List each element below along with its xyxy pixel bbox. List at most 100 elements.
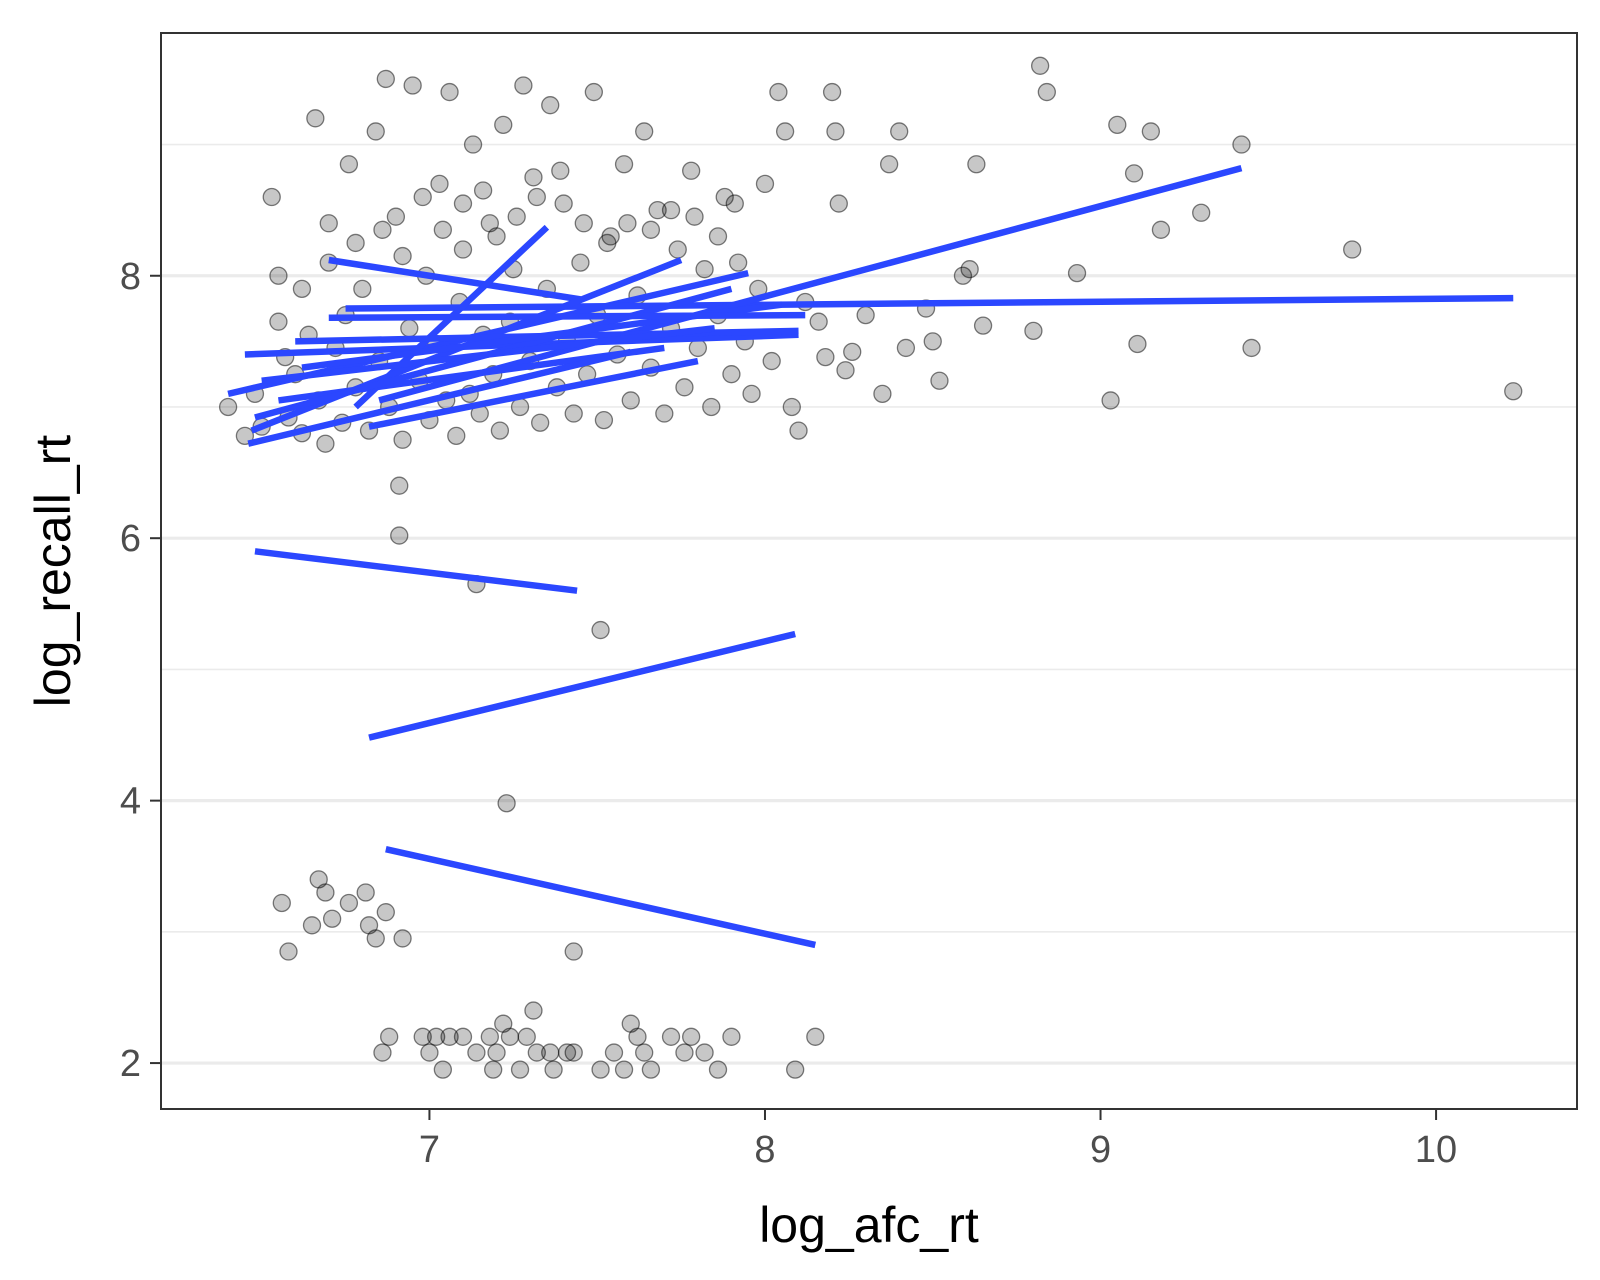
data-point: [1504, 382, 1523, 401]
x-tick-label: 8: [754, 1129, 775, 1171]
data-point: [353, 279, 372, 299]
data-point: [433, 1060, 453, 1079]
data-point: [413, 1027, 432, 1046]
data-point: [742, 384, 761, 404]
major-gridlines: [161, 274, 1577, 1065]
data-point: [591, 1060, 610, 1079]
data-point: [527, 187, 546, 207]
data-point: [618, 214, 637, 233]
data-point: [685, 207, 704, 226]
y-tick-label: 4: [120, 781, 141, 823]
data-point: [514, 76, 533, 95]
data-point: [393, 929, 412, 948]
data-point: [806, 1027, 825, 1046]
y-tick-label: 6: [120, 518, 141, 560]
data-point: [695, 1043, 714, 1062]
data-point: [708, 227, 728, 246]
regression-line: [368, 357, 699, 430]
data-point: [769, 82, 788, 102]
data-point: [356, 883, 375, 902]
data-point: [628, 1027, 647, 1046]
data-point: [571, 253, 590, 272]
y-tick-label: 2: [120, 1043, 141, 1085]
data-point: [923, 332, 942, 351]
data-point: [668, 240, 687, 259]
data-point: [604, 1043, 624, 1062]
data-point: [453, 194, 473, 213]
data-point: [695, 260, 714, 279]
data-point: [789, 421, 808, 440]
data-point: [598, 233, 617, 253]
data-point: [453, 1027, 473, 1046]
data-point: [1037, 82, 1056, 102]
regression-line: [378, 165, 1243, 404]
data-point: [517, 1027, 536, 1046]
x-tick-label: 7: [419, 1129, 440, 1171]
data-point: [302, 916, 322, 935]
data-point: [682, 161, 701, 180]
data-point: [1141, 122, 1161, 141]
data-point: [494, 115, 513, 135]
data-point: [269, 266, 288, 285]
data-point: [420, 1043, 439, 1062]
data-point: [661, 1027, 681, 1046]
data-point: [463, 135, 483, 154]
data-point: [551, 161, 570, 180]
data-point: [702, 397, 721, 417]
data-point: [507, 207, 526, 226]
regression-line: [328, 256, 581, 303]
data-point: [762, 351, 781, 371]
x-axis-ticks: 7 8 9 10: [419, 1109, 1457, 1171]
data-point: [544, 1060, 563, 1079]
data-point: [380, 1027, 399, 1046]
data-point: [856, 305, 875, 325]
data-point: [373, 1043, 392, 1062]
data-point: [953, 266, 973, 285]
data-point: [510, 1060, 530, 1079]
data-point: [316, 434, 335, 453]
data-point: [376, 903, 395, 922]
data-point: [715, 187, 734, 207]
data-point: [554, 194, 573, 213]
data-point: [322, 909, 342, 928]
data-point: [316, 883, 335, 902]
data-point: [339, 893, 359, 913]
data-point: [574, 214, 593, 233]
data-point: [557, 1043, 577, 1062]
data-point: [1108, 115, 1127, 135]
regression-line: [368, 630, 796, 741]
data-point: [960, 260, 979, 279]
data-point: [816, 347, 835, 367]
y-tick-label: 8: [120, 256, 141, 298]
data-point: [722, 365, 741, 384]
data-point: [1067, 263, 1087, 283]
data-point: [366, 122, 385, 141]
data-point: [269, 312, 288, 331]
data-point: [1192, 203, 1211, 222]
data-point: [1242, 338, 1261, 358]
data-point: [1101, 391, 1120, 410]
data-point: [339, 155, 359, 174]
data-point: [541, 1043, 560, 1062]
data-point: [500, 1027, 520, 1046]
data-point: [393, 430, 412, 449]
data-point: [635, 1043, 654, 1062]
data-point: [725, 194, 744, 213]
y-axis-title: log_recall_rt: [25, 435, 81, 707]
regression-line: [328, 311, 806, 321]
data-point: [594, 410, 614, 430]
data-point: [614, 155, 634, 174]
data-point: [487, 1043, 506, 1062]
data-point: [661, 200, 681, 220]
data-point: [403, 76, 422, 95]
data-point: [376, 69, 395, 89]
data-point: [484, 1060, 503, 1079]
data-point: [708, 1060, 728, 1079]
data-point: [386, 207, 406, 226]
regression-line: [261, 325, 716, 384]
data-point: [1030, 56, 1050, 75]
data-point: [809, 312, 828, 331]
data-point: [440, 1027, 459, 1046]
data-point: [1343, 240, 1362, 259]
